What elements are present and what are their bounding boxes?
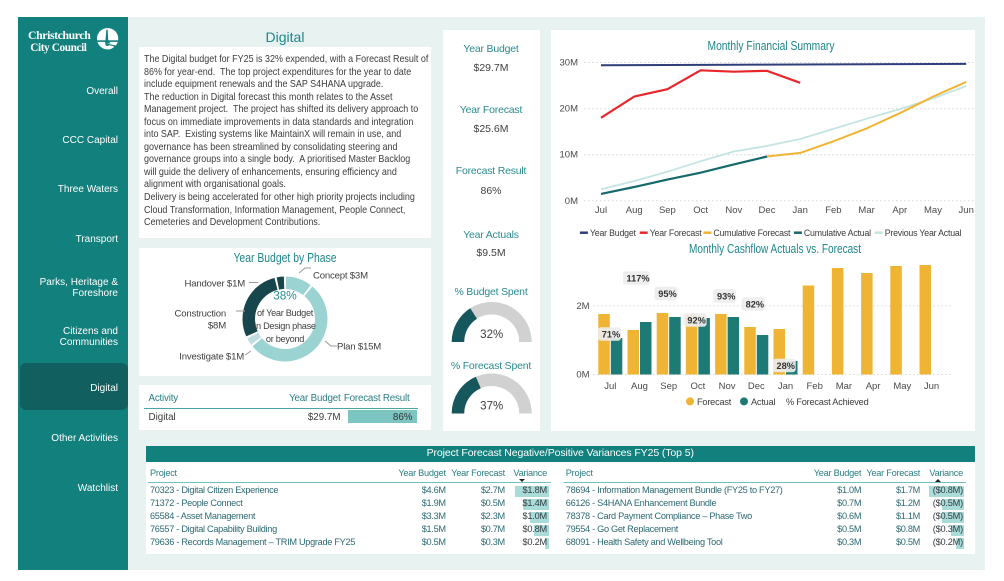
svg-text:May: May bbox=[924, 205, 942, 216]
svg-text:Handover $1M: Handover $1M bbox=[184, 279, 245, 290]
svg-text:28%: 28% bbox=[777, 361, 795, 371]
svg-text:Mar: Mar bbox=[858, 205, 874, 216]
svg-text:0M: 0M bbox=[576, 370, 589, 381]
svg-text:of Year Budget: of Year Budget bbox=[256, 308, 313, 318]
svg-text:% Forecast Achieved: % Forecast Achieved bbox=[786, 397, 869, 407]
svg-text:32%: 32% bbox=[480, 329, 503, 341]
svg-text:Oct: Oct bbox=[693, 205, 708, 216]
svg-text:Jan: Jan bbox=[793, 205, 808, 216]
svg-text:Jul: Jul bbox=[595, 205, 607, 216]
svg-text:Jan: Jan bbox=[778, 381, 793, 392]
svg-text:Forecast: Forecast bbox=[697, 397, 732, 407]
svg-text:Year Budget: Year Budget bbox=[590, 228, 637, 238]
svg-text:$8M: $8M bbox=[207, 321, 225, 332]
svg-text:0M: 0M bbox=[565, 196, 578, 207]
svg-text:Apr: Apr bbox=[866, 381, 881, 392]
svg-text:Plan $15M: Plan $15M bbox=[337, 342, 381, 353]
svg-text:20M: 20M bbox=[560, 104, 579, 115]
svg-text:Sep: Sep bbox=[659, 205, 676, 216]
svg-text:10M: 10M bbox=[560, 150, 579, 161]
svg-text:in Design phase: in Design phase bbox=[254, 321, 316, 331]
svg-text:Monthly Financial Summary: Monthly Financial Summary bbox=[708, 38, 835, 53]
svg-text:Mar: Mar bbox=[836, 381, 852, 392]
svg-text:Oct: Oct bbox=[691, 381, 706, 392]
svg-text:Previous Year Actual: Previous Year Actual bbox=[885, 228, 962, 238]
svg-text:Year Forecast: Year Forecast bbox=[650, 228, 703, 238]
svg-text:30M: 30M bbox=[560, 58, 579, 69]
svg-text:82%: 82% bbox=[746, 300, 764, 310]
svg-text:Nov: Nov bbox=[725, 205, 742, 216]
svg-text:Jun: Jun bbox=[924, 381, 939, 392]
svg-text:Cumulative Actual: Cumulative Actual bbox=[804, 228, 871, 238]
svg-text:Nov: Nov bbox=[719, 381, 736, 392]
svg-text:Aug: Aug bbox=[626, 205, 643, 216]
svg-text:Feb: Feb bbox=[807, 381, 823, 392]
svg-text:Monthly Cashflow Actuals vs. F: Monthly Cashflow Actuals vs. Forecast bbox=[689, 241, 861, 256]
svg-text:Feb: Feb bbox=[825, 205, 841, 216]
svg-text:71%: 71% bbox=[602, 330, 620, 340]
svg-text:Apr: Apr bbox=[892, 205, 907, 216]
svg-text:Actual: Actual bbox=[751, 397, 775, 407]
svg-text:Sep: Sep bbox=[660, 381, 677, 392]
svg-text:Jun: Jun bbox=[959, 205, 974, 216]
svg-text:92%: 92% bbox=[687, 316, 705, 326]
svg-text:93%: 93% bbox=[717, 291, 735, 301]
svg-text:Dec: Dec bbox=[759, 205, 776, 216]
svg-text:Jul: Jul bbox=[604, 381, 616, 392]
svg-text:Aug: Aug bbox=[631, 381, 648, 392]
svg-text:May: May bbox=[893, 381, 911, 392]
svg-text:38%: 38% bbox=[273, 289, 297, 303]
svg-text:Cumulative Forecast: Cumulative Forecast bbox=[713, 228, 791, 238]
svg-text:Concept $3M: Concept $3M bbox=[313, 271, 368, 282]
svg-text:Construction: Construction bbox=[174, 309, 225, 320]
svg-text:or beyond: or beyond bbox=[265, 334, 303, 344]
svg-text:Investigate $1M: Investigate $1M bbox=[179, 352, 244, 363]
svg-text:117%: 117% bbox=[627, 274, 650, 284]
svg-text:Dec: Dec bbox=[748, 381, 765, 392]
svg-text:95%: 95% bbox=[658, 289, 676, 299]
svg-text:2M: 2M bbox=[576, 301, 589, 312]
svg-text:37%: 37% bbox=[480, 401, 503, 413]
